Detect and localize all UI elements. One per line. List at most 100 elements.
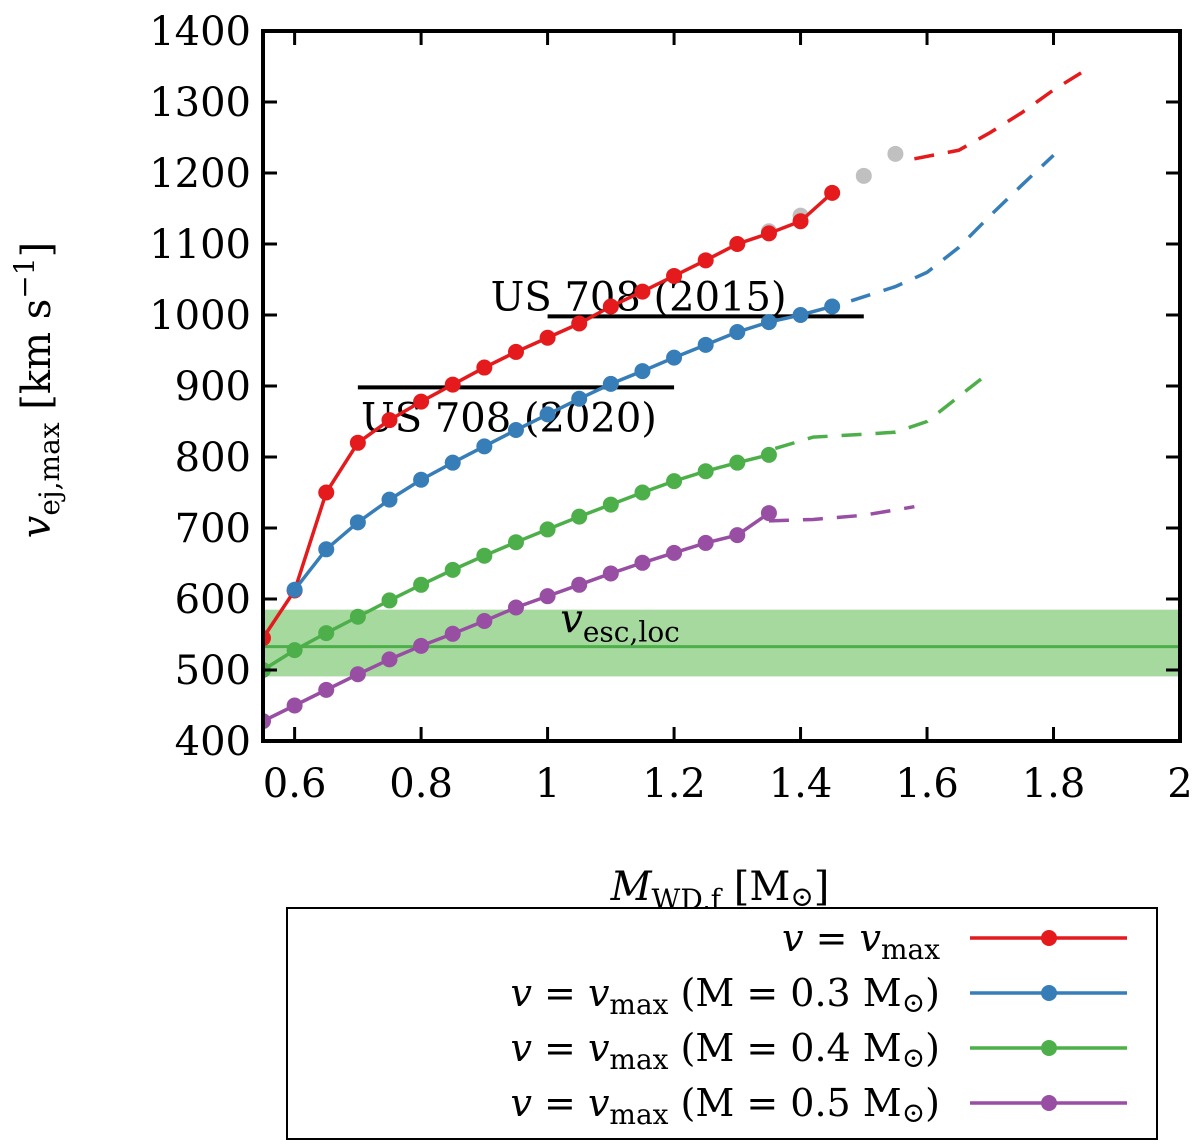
data-point	[666, 267, 683, 284]
data-point	[349, 666, 366, 683]
data-point	[697, 252, 714, 269]
legend-vmax: v	[588, 971, 610, 1015]
x-tick-label: 1.6	[895, 761, 959, 807]
data-point	[666, 349, 683, 366]
data-point	[792, 213, 809, 230]
data-point	[729, 527, 746, 544]
legend-vmax: v	[859, 916, 881, 960]
data-point	[571, 576, 588, 593]
series-dashed-extension	[914, 65, 1093, 161]
series-layer	[263, 65, 1093, 730]
y-axis-label-sub: ej,max	[33, 422, 66, 515]
data-point	[381, 592, 398, 609]
legend-box	[286, 907, 1158, 1140]
data-point	[760, 314, 777, 331]
data-point	[602, 565, 619, 582]
data-point	[602, 496, 619, 513]
x-tick-label: 1	[535, 761, 560, 807]
x-tick-label: 0.6	[263, 761, 327, 807]
data-point	[760, 505, 777, 522]
data-point	[824, 298, 841, 315]
y-tick-label: 800	[175, 435, 251, 481]
legend-label-1: v = vmax (M = 0.3 M⊙)	[510, 971, 940, 1021]
x-tick-label: 0.8	[389, 761, 453, 807]
series-0	[263, 65, 1093, 647]
ticks-layer: 0.6 0.8 1 1.2 1.4 1.6 1.8 2 400 500 600 700 800 900 10…	[149, 9, 1193, 807]
data-point	[760, 225, 777, 242]
legend-label-2: v = vmax (M = 0.4 M⊙)	[510, 1026, 940, 1076]
series-3	[263, 504, 915, 730]
legend-v: v	[510, 1026, 532, 1070]
y-tick-label: 1400	[149, 9, 251, 55]
legend-vmax-sub: max	[609, 1043, 668, 1076]
x-axis-label-unit-symbol: ⊙	[790, 880, 813, 913]
legend-eq: =	[532, 1026, 588, 1070]
data-point	[539, 521, 556, 538]
data-point	[476, 438, 493, 455]
x-axis-label-unit: [M	[721, 864, 790, 910]
x-tick-label: 1.2	[642, 761, 706, 807]
data-point	[729, 236, 746, 252]
data-point	[634, 484, 651, 501]
legend-eq: =	[803, 916, 859, 960]
legend-swatch-marker-2	[1041, 1040, 1057, 1056]
data-point	[286, 697, 303, 714]
series-2	[263, 370, 992, 678]
series-dashed-extension	[768, 504, 915, 523]
series-1	[286, 153, 1055, 598]
data-point	[286, 642, 303, 659]
y-axis-label-unit: [km s	[14, 299, 60, 423]
legend-swatch-marker-0	[1041, 930, 1057, 946]
x-tick-label: 2	[1167, 761, 1192, 807]
y-tick-label: 900	[175, 364, 251, 410]
data-point	[571, 508, 588, 525]
data-point	[634, 363, 651, 380]
x-axis-label: MWD,f [M⊙]	[610, 864, 830, 916]
x-axis-label-unit-close: ]	[814, 864, 830, 910]
data-point	[666, 473, 683, 490]
legend-vmax-sub: max	[609, 1098, 668, 1131]
data-point	[729, 324, 746, 341]
data-point	[729, 454, 746, 471]
legend-suffix-symbol: ⊙	[902, 986, 925, 1019]
data-point	[318, 484, 335, 501]
data-point	[571, 315, 588, 332]
data-point	[413, 576, 430, 593]
y-axis-label-unit-close: ]	[14, 242, 60, 258]
data-point	[444, 561, 461, 578]
data-point	[381, 491, 398, 508]
data-point	[476, 359, 493, 376]
y-axis-label-unit-exp: −1	[8, 257, 41, 298]
legend-label-3: v = vmax (M = 0.5 M⊙)	[510, 1081, 940, 1131]
reference-lines-layer: US 708 (2015)US 708 (2020)	[357, 274, 864, 441]
legend-vmax: v	[588, 1081, 610, 1125]
data-point	[444, 376, 461, 393]
data-point	[602, 375, 619, 392]
legend-suffix: (M = 0.3 M	[668, 971, 901, 1015]
y-tick-label: 600	[175, 577, 251, 623]
y-tick-label: 700	[175, 506, 251, 552]
y-tick-label: 1000	[149, 293, 251, 339]
data-point	[507, 534, 524, 551]
data-point	[413, 393, 430, 410]
data-point	[539, 588, 556, 605]
legend-suffix-close: )	[925, 1081, 940, 1125]
data-point	[571, 390, 588, 407]
legend-vmax: v	[588, 1026, 610, 1070]
data-point	[666, 544, 683, 561]
legend-eq: =	[532, 1081, 588, 1125]
data-point	[634, 283, 651, 300]
legend-eq: =	[532, 971, 588, 1015]
data-point	[539, 406, 556, 423]
x-tick-label: 1.8	[1022, 761, 1086, 807]
data-point	[413, 637, 430, 654]
axis-labels-layer: MWD,f [M⊙]vej,max [km s−1]	[8, 242, 829, 916]
data-point	[381, 651, 398, 668]
legend-suffix-close: )	[925, 971, 940, 1015]
y-tick-label: 1200	[149, 151, 251, 197]
legend-v: v	[782, 916, 804, 960]
data-point	[507, 422, 524, 439]
data-point	[318, 541, 335, 558]
